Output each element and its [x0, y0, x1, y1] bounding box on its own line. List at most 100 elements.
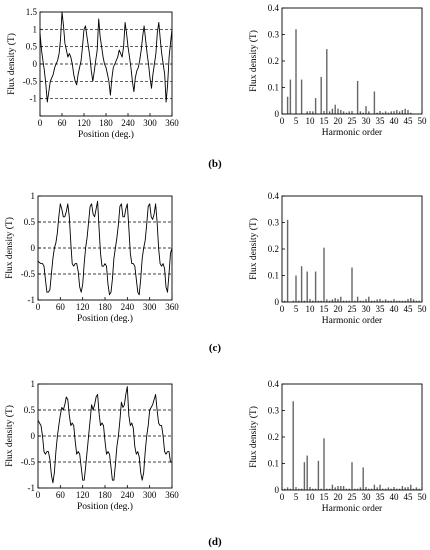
bar	[412, 488, 415, 490]
panel-label-b: (b)	[208, 158, 222, 170]
bar	[410, 298, 412, 302]
bar	[295, 29, 297, 115]
x-tick-label: 120	[76, 490, 90, 500]
y-axis-label: Flux density (T)	[6, 33, 17, 95]
bar	[384, 299, 387, 302]
bar	[292, 401, 294, 490]
x-tick-label: 300	[143, 302, 157, 312]
y-tick-label: 0	[31, 243, 36, 253]
y-tick-label: -1	[30, 94, 38, 104]
bar	[286, 487, 289, 490]
y-tick-label: 1	[31, 379, 36, 389]
x-tick-label: 35	[376, 304, 386, 314]
bar	[300, 266, 303, 302]
bar	[328, 111, 331, 114]
bar	[289, 488, 292, 490]
plot-frame	[37, 195, 173, 301]
bar	[382, 488, 384, 490]
bar	[326, 488, 328, 490]
x-axis-label: Harmonic order	[322, 316, 383, 326]
bar	[328, 300, 331, 302]
y-tick-label: 0	[275, 297, 280, 307]
bar	[415, 487, 418, 490]
chart-c-bar: 00.10.20.30.40 5 10 15 20 25 30 35 40 45 50Harmoni…	[248, 191, 427, 326]
bar	[298, 300, 300, 302]
bar	[404, 300, 406, 302]
bar	[376, 112, 378, 114]
bar	[342, 111, 345, 114]
bar	[362, 300, 364, 302]
x-tick-label: 5	[294, 492, 299, 502]
bar	[351, 267, 353, 302]
x-tick-label: 10	[306, 116, 316, 126]
bar	[387, 112, 390, 114]
bar	[342, 300, 345, 302]
bar	[292, 300, 294, 302]
bar	[410, 484, 412, 490]
bar	[398, 300, 401, 302]
y-tick-label: -0.5	[21, 457, 36, 467]
bar	[384, 488, 387, 490]
bar	[373, 91, 376, 114]
plot-frame	[281, 7, 423, 115]
y-tick-label: 0.5	[24, 217, 36, 227]
x-tick-label: 25	[348, 116, 358, 126]
bar	[289, 79, 292, 114]
x-tick-label: 45	[404, 116, 414, 126]
bar	[314, 98, 317, 114]
y-tick-label: 0.5	[24, 405, 36, 415]
bar	[359, 111, 362, 114]
y-tick-label: 1	[31, 191, 36, 201]
bar	[326, 49, 328, 114]
x-tick-label: 50	[418, 492, 428, 502]
bar	[401, 300, 404, 302]
bar	[345, 488, 348, 490]
bar	[387, 487, 390, 490]
x-tick-label: 10	[306, 492, 316, 502]
y-tick-label: 0.5	[26, 42, 38, 52]
x-tick-label: 30	[362, 116, 372, 126]
y-axis-label: Flux density (T)	[4, 217, 15, 279]
bar	[415, 300, 418, 302]
y-axis-label: Flux density (T)	[248, 406, 259, 468]
x-tick-label: 0	[280, 492, 285, 502]
y-tick-label: -0.5	[21, 269, 36, 279]
x-tick-label: 240	[121, 118, 135, 128]
bar	[314, 271, 317, 302]
bar	[418, 488, 420, 490]
bar	[356, 488, 359, 490]
bar	[317, 300, 320, 302]
series-line	[39, 11, 173, 103]
bar	[331, 108, 334, 114]
bar	[359, 300, 362, 302]
bar	[376, 299, 378, 302]
bar	[309, 488, 311, 490]
x-tick-label: 45	[404, 492, 414, 502]
y-tick-label: 1.5	[26, 7, 38, 17]
x-tick-label: 180	[98, 302, 112, 312]
y-axis-label: Flux density (T)	[248, 218, 259, 280]
x-tick-label: 30	[362, 492, 372, 502]
bar	[351, 462, 353, 490]
bar	[348, 488, 350, 490]
bar	[387, 300, 390, 302]
bar	[286, 96, 289, 114]
x-tick-label: 60	[56, 490, 66, 500]
series-line	[37, 200, 173, 296]
bar	[300, 488, 303, 490]
bar	[359, 487, 362, 490]
bar	[334, 104, 336, 114]
y-tick-label: -0.5	[23, 76, 38, 86]
chart-c-line: -1 -0.5 0 0.5 1 0 60 120 180 240 300 360 Position (d…	[4, 191, 179, 324]
bar	[407, 487, 409, 490]
bar	[365, 106, 367, 114]
bar	[331, 484, 334, 490]
x-tick-label: 15	[320, 304, 330, 314]
x-tick-label: 20	[334, 492, 344, 502]
bar	[398, 111, 401, 114]
bar	[298, 488, 300, 490]
bar	[323, 247, 325, 302]
bar	[351, 112, 353, 114]
x-tick-label: 35	[376, 116, 386, 126]
